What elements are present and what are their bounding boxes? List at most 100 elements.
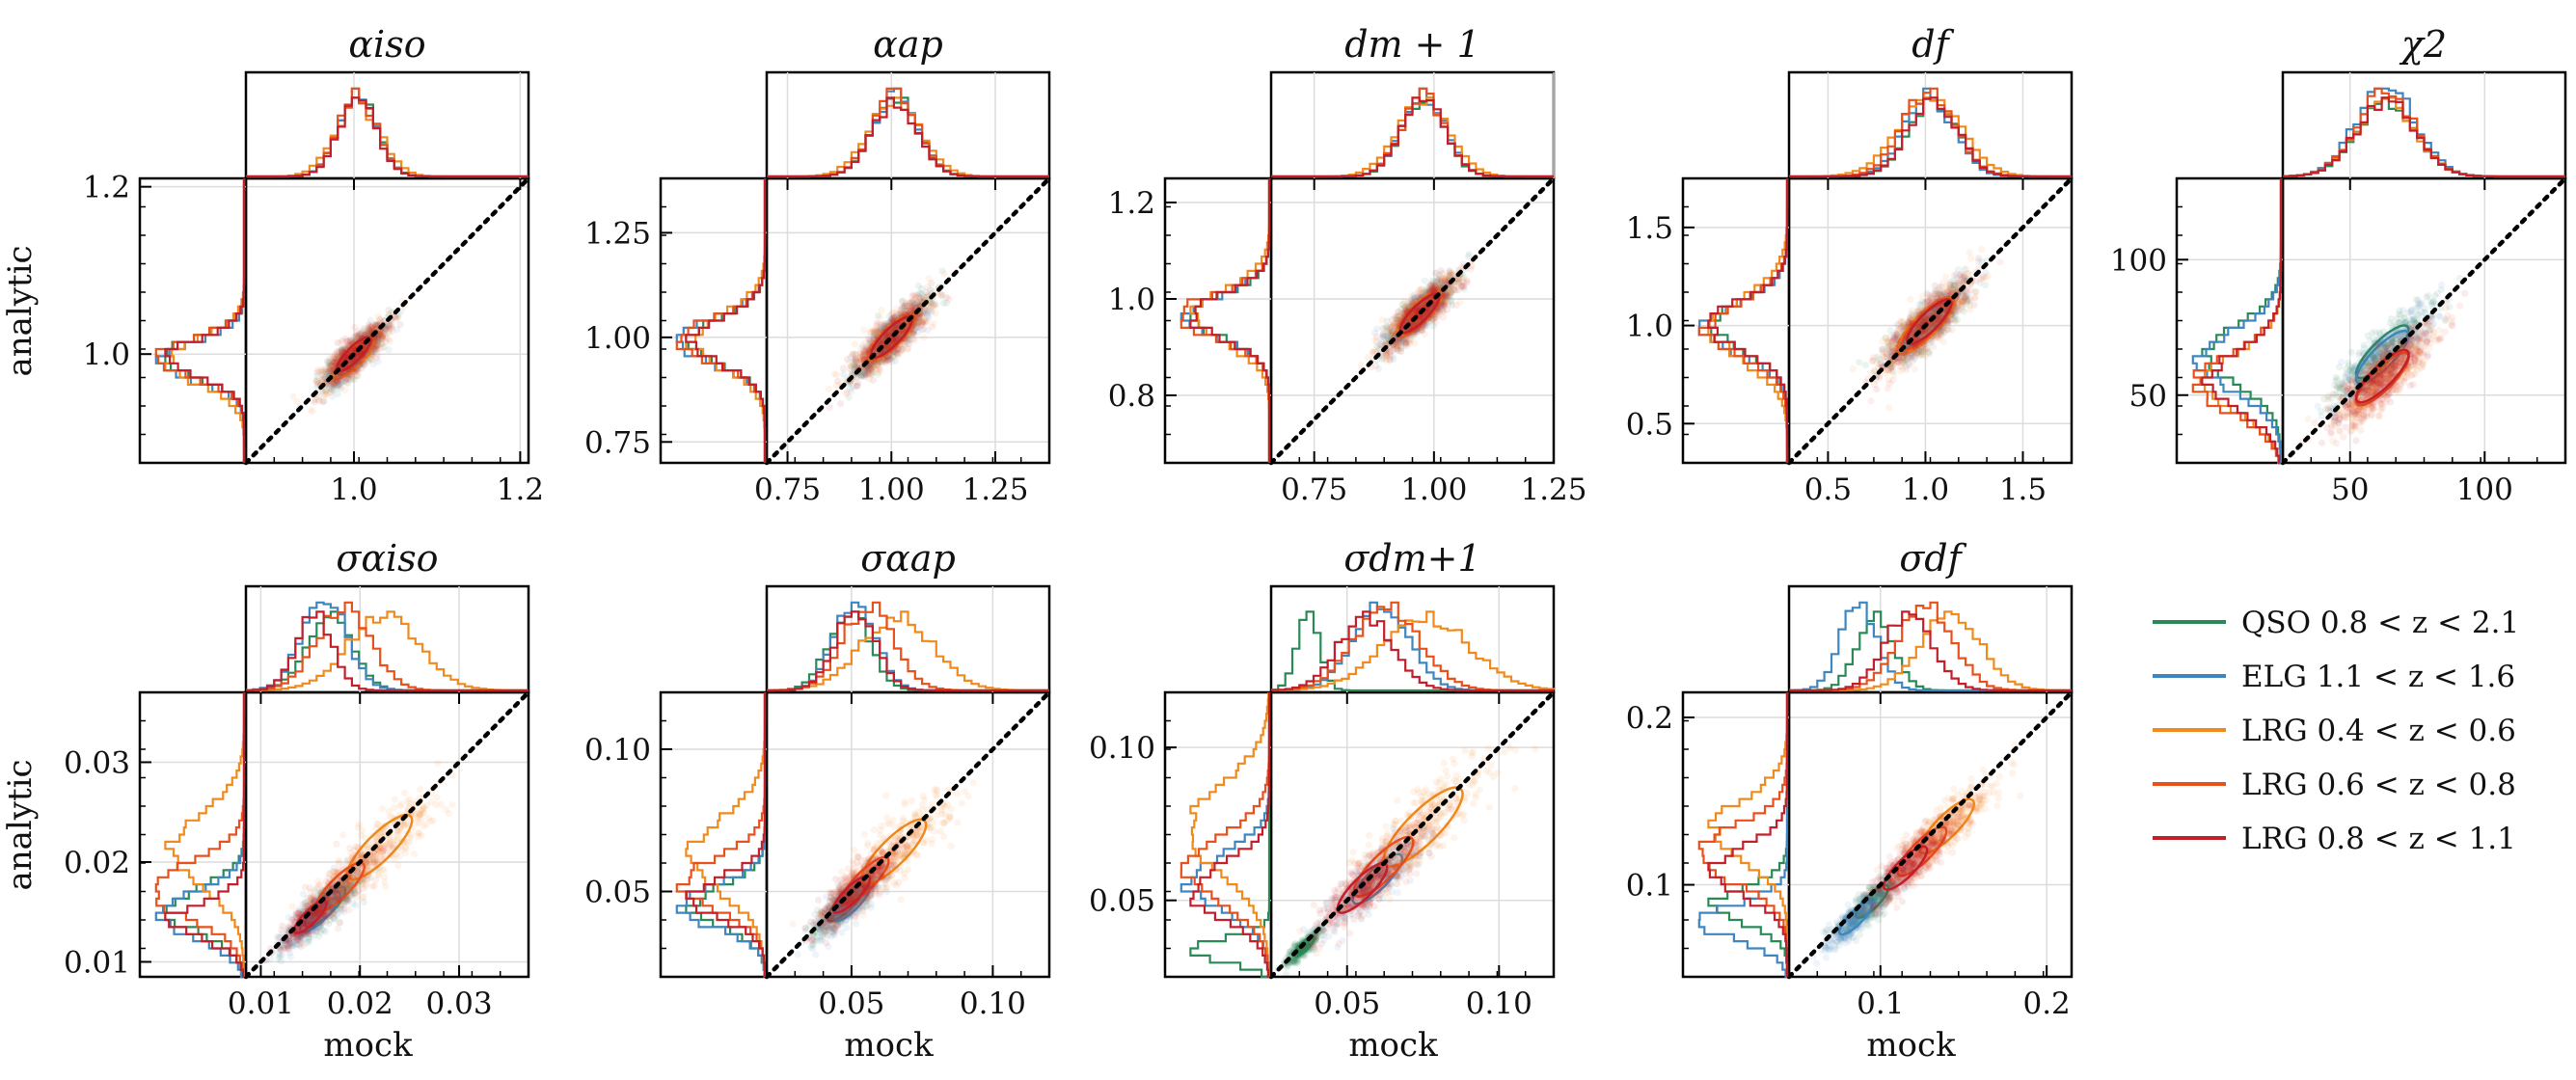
scatter-point xyxy=(334,377,341,386)
scatter-point xyxy=(343,341,351,349)
scatter-point xyxy=(325,358,333,365)
scatter-point xyxy=(355,350,363,358)
scatter-point xyxy=(334,377,342,386)
scatter-point xyxy=(368,320,376,328)
scatter-point xyxy=(942,299,951,307)
scatter-point xyxy=(377,327,385,336)
scatter-point xyxy=(378,333,387,340)
scatter-point xyxy=(327,388,335,396)
x-tick-label: 1.00 xyxy=(858,472,925,507)
scatter-point xyxy=(353,351,362,359)
scatter-point xyxy=(345,358,354,365)
scatter-point xyxy=(906,336,913,343)
scatter-point xyxy=(879,338,886,346)
scatter-point xyxy=(938,267,946,275)
x-tick-label: 0.75 xyxy=(754,472,821,507)
scatter-point xyxy=(876,325,884,333)
scatter-point xyxy=(322,391,330,398)
y-tick-label: 1.2 xyxy=(83,171,130,205)
scatter-point xyxy=(337,349,344,357)
scatter-point xyxy=(864,366,872,374)
scatter-point xyxy=(328,357,336,365)
scatter-point xyxy=(378,330,386,338)
scatter-point xyxy=(860,352,868,360)
identity-line xyxy=(764,176,1052,466)
scatter-point xyxy=(338,378,345,386)
scatter-point xyxy=(347,370,355,378)
scatter-point xyxy=(922,288,930,296)
scatter-point xyxy=(385,346,393,354)
scatter-point xyxy=(366,355,374,363)
scatter-point xyxy=(362,330,369,338)
scatter-point xyxy=(373,342,381,350)
scatter-point xyxy=(868,362,876,369)
scatter-point xyxy=(908,303,917,311)
scatter-point xyxy=(373,344,382,352)
scatter-point xyxy=(924,326,932,334)
scatter-point xyxy=(310,396,317,404)
scatter-point xyxy=(341,377,349,385)
scatter-point xyxy=(1397,344,1405,352)
scatter-point xyxy=(319,375,327,383)
scatter-point xyxy=(326,385,334,392)
scatter-point xyxy=(334,384,341,392)
panel-title: αap xyxy=(873,23,943,66)
scatter-point xyxy=(1443,306,1451,313)
scatter-point xyxy=(372,345,380,354)
panel-title: αiso xyxy=(348,23,425,66)
scatter-point xyxy=(878,306,885,314)
scatter-point xyxy=(332,355,340,363)
scatter-point xyxy=(379,334,387,341)
scatter-point xyxy=(325,360,333,367)
scatter-point xyxy=(388,323,395,331)
scatter-point xyxy=(366,322,374,330)
scatter-point xyxy=(331,351,339,359)
scatter-point xyxy=(374,340,383,348)
scatter-point xyxy=(373,345,381,353)
scatter-point xyxy=(379,343,387,352)
scatter-point xyxy=(396,321,404,329)
scatter-point xyxy=(371,335,379,343)
scatter-point xyxy=(334,377,341,385)
scatter-point xyxy=(372,337,380,344)
scatter-point xyxy=(334,379,342,387)
scatter-point xyxy=(843,389,851,396)
scatter-point xyxy=(331,379,339,387)
scatter-point xyxy=(368,347,376,356)
scatter-point xyxy=(368,322,376,330)
scatter-point xyxy=(326,355,334,363)
scatter-point xyxy=(372,343,380,351)
scatter-point xyxy=(1434,276,1443,284)
scatter-point xyxy=(354,350,362,358)
scatter-point xyxy=(932,300,939,309)
scatter-point xyxy=(376,328,384,336)
scatter-point xyxy=(353,366,361,374)
scatter-point xyxy=(930,300,937,309)
scatter-point xyxy=(312,395,320,404)
scatter-point xyxy=(837,399,845,408)
scatter-point xyxy=(326,366,335,374)
scatter-point xyxy=(392,312,399,321)
scatter-point xyxy=(1452,301,1460,310)
scatter-point xyxy=(332,382,339,390)
scatter-point xyxy=(334,338,341,347)
scatter-point xyxy=(350,333,358,340)
scatter-point xyxy=(338,345,346,353)
scatter-point xyxy=(862,343,870,351)
scatter-point xyxy=(940,270,949,278)
scatter-point xyxy=(327,366,335,374)
scatter-point xyxy=(386,328,393,337)
scatter-point xyxy=(346,376,355,384)
scatter-point xyxy=(360,361,368,368)
scatter-point xyxy=(357,330,365,338)
scatter-point xyxy=(853,382,861,391)
scatter-point xyxy=(342,338,351,345)
scatter-point xyxy=(328,382,336,390)
scatter-point xyxy=(378,333,386,340)
scatter-point xyxy=(364,328,371,336)
scatter-point xyxy=(318,365,326,374)
scatter-point xyxy=(343,375,351,383)
scatter-point xyxy=(367,350,375,358)
scatter-point xyxy=(893,324,901,332)
scatter-point xyxy=(898,303,906,311)
